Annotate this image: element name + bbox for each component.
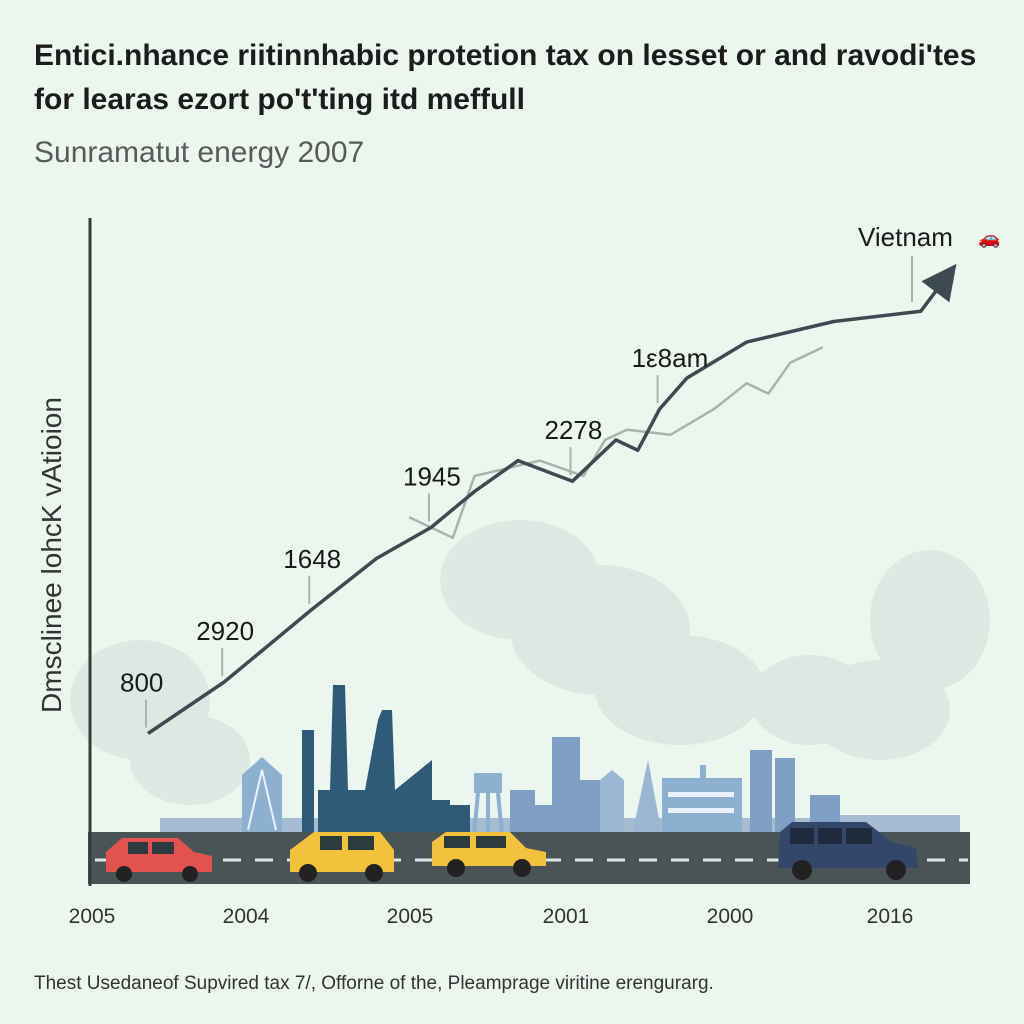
label-leader-lines — [145, 256, 913, 728]
red-car-icon — [106, 838, 212, 882]
x-tick-label: 2001 — [543, 905, 590, 928]
x-tick-label: 2005 — [387, 905, 434, 928]
x-tick-label: 2016 — [867, 905, 914, 928]
yellow-car-icon — [290, 832, 394, 882]
x-tick-label: 2005 — [69, 905, 116, 928]
data-label: 1ε8am — [632, 343, 709, 373]
series-secondary-line — [408, 346, 824, 540]
chart-title: Entici.nhance riitinnhabic protetion tax… — [34, 39, 977, 116]
series-primary-line — [147, 263, 957, 735]
data-label: 2920 — [196, 616, 254, 646]
yellow-car-icon — [432, 832, 546, 877]
data-label: 2278 — [545, 415, 603, 445]
vietnam-label: Vietnam — [858, 222, 953, 252]
navy-van-icon — [778, 822, 918, 880]
mini-car-icon: 🚗 — [978, 228, 1000, 248]
x-tick-label: 2004 — [223, 905, 270, 928]
data-label: 1648 — [283, 544, 341, 574]
x-tick-label: 2000 — [707, 905, 754, 928]
city-skyline — [160, 685, 960, 836]
data-label: 800 — [120, 668, 163, 698]
chart-subtitle: Sunramatut energy 2007 — [34, 136, 365, 169]
chart-footnote: Thest Usedaneof Supvired tax 7/, Offorne… — [34, 973, 714, 994]
data-label: 1945 — [403, 462, 461, 492]
smoke-clouds — [70, 520, 990, 805]
